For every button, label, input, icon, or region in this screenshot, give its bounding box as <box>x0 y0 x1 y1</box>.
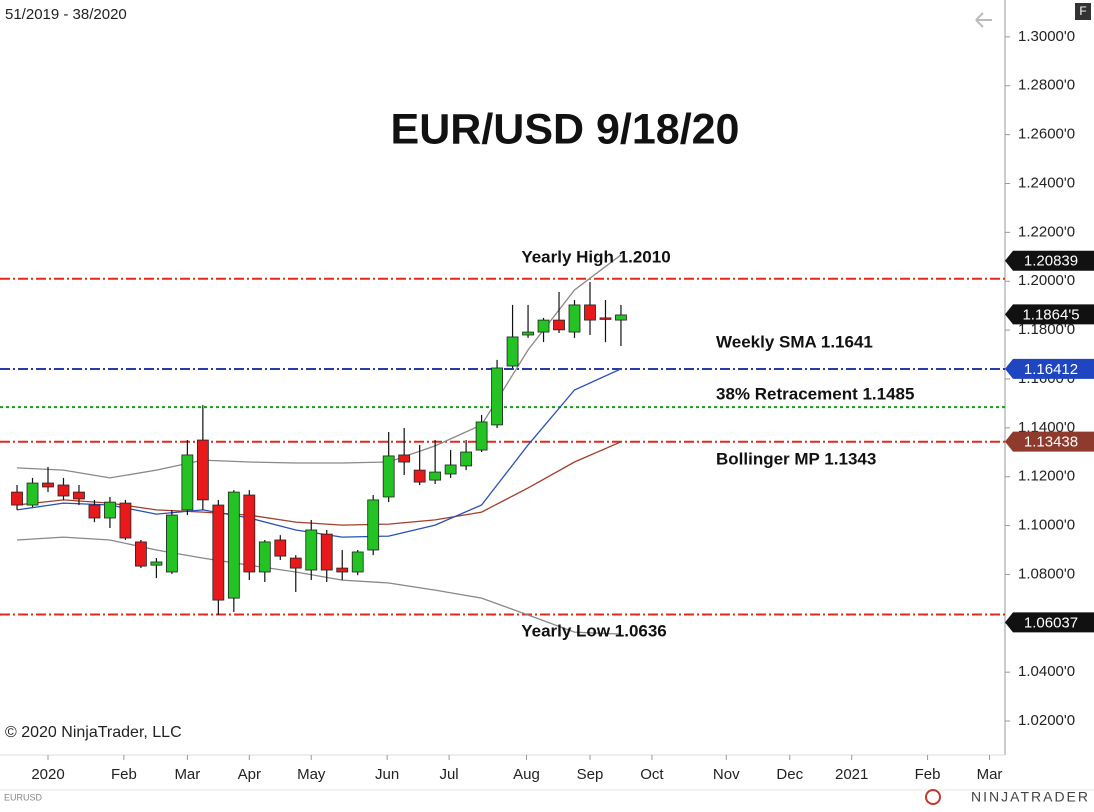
copyright: © 2020 NinjaTrader, LLC <box>5 724 182 741</box>
x-tick-label: 2021 <box>835 766 868 783</box>
candle-body <box>615 314 627 321</box>
candle-body <box>104 501 116 519</box>
candle-body <box>460 451 473 467</box>
symbol: EURUSD <box>4 792 43 802</box>
level-annotation: 38% Retracement 1.1485 <box>716 384 914 403</box>
candle-body <box>429 471 442 481</box>
candle-body <box>135 541 147 567</box>
corner-tag-box <box>1075 3 1091 20</box>
candle-body <box>537 319 550 333</box>
level-annotation: Bollinger MP 1.1343 <box>716 449 876 468</box>
x-tick-label: Feb <box>111 766 137 783</box>
price-marker <box>1005 431 1094 452</box>
candle-body <box>336 567 349 573</box>
x-tick-label: Nov <box>713 766 740 783</box>
price-marker <box>1005 358 1094 379</box>
candle-body <box>491 367 503 426</box>
y-tick-label: 1.2200'0 <box>1018 223 1075 240</box>
price-marker-label: 1.20839 <box>1024 253 1078 270</box>
y-tick-label: 1.1400'0 <box>1018 419 1075 436</box>
candle-body <box>42 482 54 488</box>
x-tick-label: Jun <box>375 766 399 783</box>
candle-body <box>506 336 519 367</box>
price-marker <box>1005 304 1094 325</box>
y-tick-label: 1.2600'0 <box>1018 126 1075 143</box>
candle-body <box>522 331 534 336</box>
x-tick-label: May <box>297 766 326 783</box>
y-tick-label: 1.2800'0 <box>1018 77 1075 94</box>
y-tick-label: 1.2000'0 <box>1018 272 1075 289</box>
y-tick-label: 1.1000'0 <box>1018 517 1075 534</box>
indicator-line <box>16 536 622 635</box>
y-tick-label: 1.3000'0 <box>1018 28 1075 45</box>
candle-body <box>258 541 271 573</box>
x-tick-label: Sep <box>577 766 604 783</box>
x-tick-label: Jul <box>439 766 458 783</box>
level-annotation: Yearly Low 1.0636 <box>521 621 667 640</box>
corner-tag: F <box>1079 4 1086 18</box>
y-tick-label: 1.0800'0 <box>1018 565 1075 582</box>
candle-body <box>181 454 194 511</box>
x-tick-label: Mar <box>174 766 200 783</box>
indicator-line <box>16 368 622 538</box>
y-tick-label: 1.2400'0 <box>1018 174 1075 191</box>
candle-body <box>382 455 395 498</box>
indicator-line <box>16 254 622 479</box>
candle-body <box>444 464 457 475</box>
y-tick-label: 1.1800'0 <box>1018 321 1075 338</box>
candle-body <box>553 319 565 331</box>
candle-body <box>119 502 132 539</box>
x-tick-label: Mar <box>977 766 1003 783</box>
x-tick-label: Feb <box>915 766 941 783</box>
x-tick-label: Aug <box>513 766 540 783</box>
indicator-line <box>16 441 622 526</box>
back-arrow-icon[interactable] <box>975 12 992 28</box>
price-marker <box>1005 250 1094 271</box>
candle-body <box>73 491 85 500</box>
candle-body <box>57 484 70 497</box>
level-annotation: Weekly SMA 1.1641 <box>716 332 873 351</box>
subtitle: 51/2019 - 38/2020 <box>5 6 127 23</box>
candle-body <box>289 557 302 569</box>
y-tick-label: 1.0200'0 <box>1018 712 1075 729</box>
candle-body <box>568 304 581 333</box>
candle-body <box>320 533 333 571</box>
candle-body <box>88 504 101 519</box>
candle-body <box>274 539 287 557</box>
candle-body <box>165 514 178 573</box>
y-tick-label: 1.1200'0 <box>1018 468 1075 485</box>
x-tick-label: Apr <box>238 766 261 783</box>
y-tick-label: 1.0400'0 <box>1018 663 1075 680</box>
candle-body <box>475 421 488 451</box>
price-marker-label: 1.06037 <box>1024 614 1078 631</box>
logo: NINJATRADER <box>971 789 1090 805</box>
candle-body <box>150 561 163 566</box>
candle-body <box>196 439 209 501</box>
x-tick-label: Oct <box>640 766 664 783</box>
candle-body <box>26 482 39 506</box>
candle-body <box>305 529 318 571</box>
candle-body <box>212 504 225 601</box>
candle-body <box>398 454 411 463</box>
level-annotation: Yearly High 1.2010 <box>521 247 670 266</box>
candle-body <box>584 304 596 321</box>
candle-body <box>599 317 612 320</box>
candle-body <box>367 499 380 551</box>
candle-body <box>413 469 426 483</box>
price-marker-label: 1.13438 <box>1024 434 1078 451</box>
logo-icon <box>925 789 941 805</box>
candle-body <box>351 551 364 573</box>
candle-body <box>11 491 23 506</box>
candle-body <box>227 491 240 599</box>
candle-body <box>243 494 256 573</box>
x-tick-label: Dec <box>776 766 803 783</box>
price-marker <box>1005 612 1094 633</box>
chart-title: EUR/USD 9/18/20 <box>391 105 740 153</box>
x-tick-label: 2020 <box>31 766 64 783</box>
price-marker-label: 1.1864'5 <box>1022 306 1079 323</box>
price-marker-label: 1.16412 <box>1024 361 1078 378</box>
